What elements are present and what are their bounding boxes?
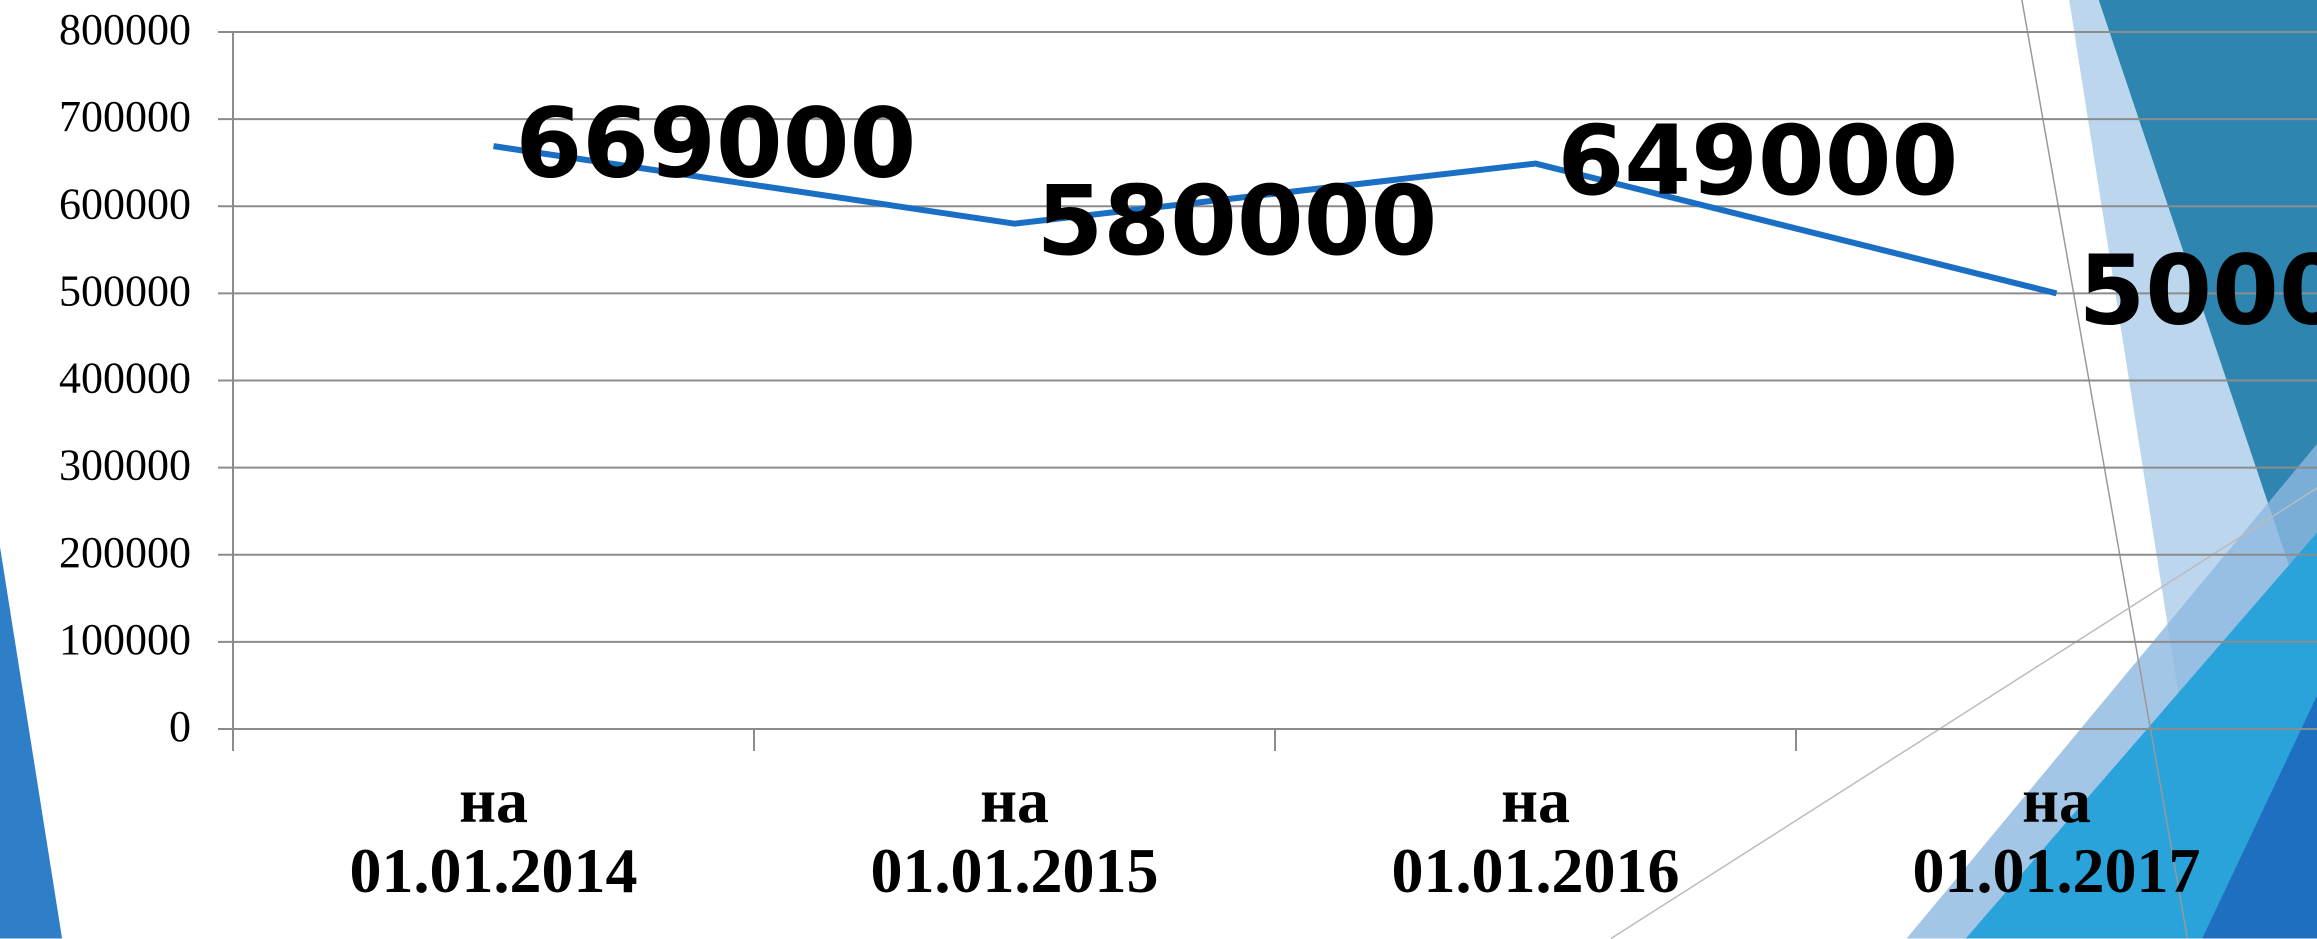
y-tick-label: 400000 [59,354,191,403]
data-label: 649000 [1558,105,1959,217]
data-label: 669000 [516,87,917,199]
y-tick-label: 200000 [59,528,191,577]
x-tick-label: на 01.01.2016 [1392,765,1680,906]
x-tick-label: на 01.01.2014 [350,765,638,906]
x-tick-label: на 01.01.2017 [1913,765,2201,906]
y-tick-label: 800000 [59,5,191,54]
x-tick-label: на 01.01.2015 [871,765,1159,906]
data-label: 500000 [2079,235,2317,347]
data-label: 580000 [1037,165,1438,277]
deco-line [2021,0,2189,939]
line-series [493,143,2058,297]
y-tick-label: 600000 [59,179,191,228]
left-triangle [0,546,63,939]
y-tick-label: 0 [169,702,191,751]
y-tick-label: 700000 [59,92,191,141]
y-tick-label: 300000 [59,441,191,490]
y-tick-label: 500000 [59,266,191,315]
y-tick-label: 100000 [59,615,191,664]
deco-line [1610,487,2317,939]
